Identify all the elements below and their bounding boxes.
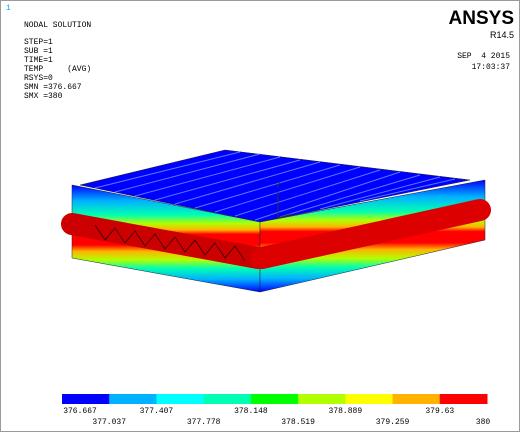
legend-label: 378.148 [234, 407, 268, 416]
legend-swatch [62, 394, 110, 404]
screenshot: 1 NODAL SOLUTION STEP=1SUB =1TIME=1TEMP … [0, 0, 520, 432]
legend-swatch [156, 394, 204, 404]
legend-label: 380 [476, 418, 491, 427]
legend-label: 378.889 [329, 407, 363, 416]
title: NODAL SOLUTION [24, 21, 91, 30]
triad-y: Y [276, 182, 281, 191]
header-line: TIME=1 [24, 56, 53, 65]
legend-label: 377.407 [140, 407, 174, 416]
legend-label: 378.519 [281, 418, 315, 427]
legend-label: 376.667 [63, 407, 97, 416]
header-line: TEMP (AVG) [24, 65, 91, 74]
legend-label: 377.778 [187, 418, 221, 427]
legend-swatch [345, 394, 393, 404]
legend-swatch [204, 394, 252, 404]
date: SEP 4 2015 [457, 52, 510, 61]
legend-swatch [109, 394, 157, 404]
legend-label: 377.037 [92, 418, 126, 427]
legend-swatch [251, 394, 299, 404]
header-line: STEP=1 [24, 38, 53, 47]
brand: ANSYS [449, 8, 514, 29]
header-line: SMX =380 [24, 92, 63, 101]
window-id: 1 [6, 4, 11, 13]
header-line: SMN =376.667 [24, 83, 82, 92]
legend-swatch [440, 394, 488, 404]
header-line: RSYS=0 [24, 74, 53, 83]
header-line: SUB =1 [24, 47, 53, 56]
time: 17:03:37 [472, 63, 511, 72]
legend-label: 379.63 [425, 407, 454, 416]
legend-swatch [393, 394, 441, 404]
legend-swatch [298, 394, 346, 404]
release: R14.5 [490, 30, 514, 40]
legend-label: 379.259 [376, 418, 410, 427]
